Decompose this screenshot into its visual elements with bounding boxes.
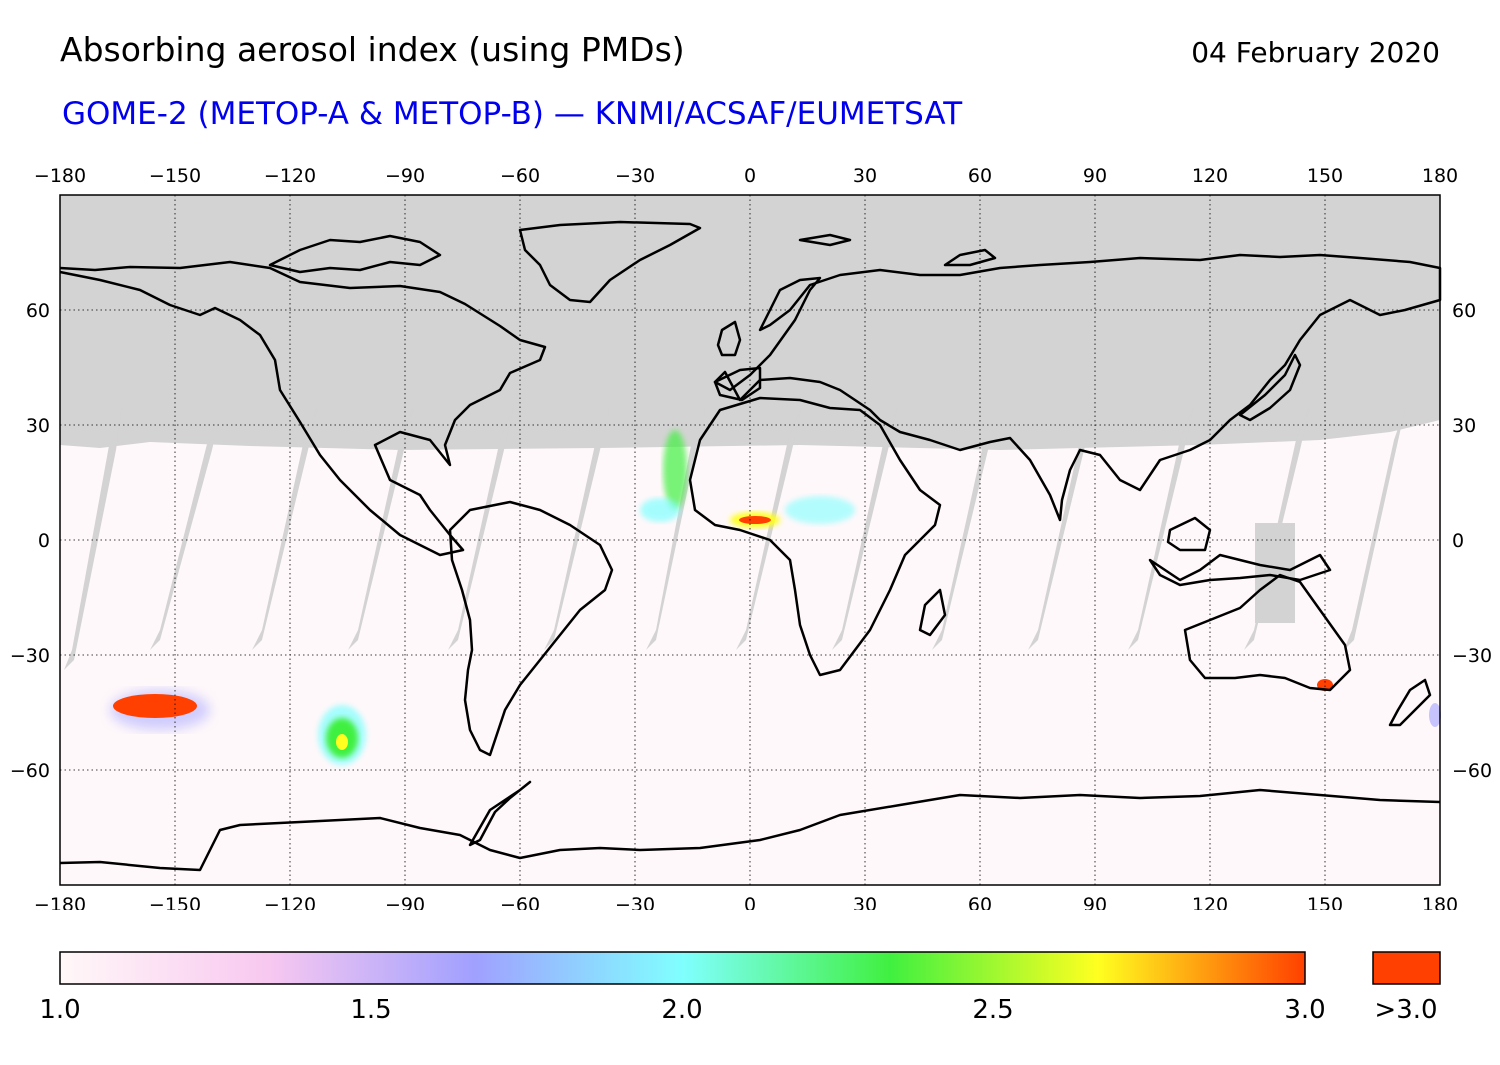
longitude-tick-label: −60 — [500, 894, 540, 910]
latitude-tick-label: 60 — [26, 300, 50, 322]
plume-west-africa — [739, 516, 771, 524]
coast-borneo — [1166, 516, 1212, 552]
aerosol-plumes — [110, 430, 1441, 765]
coastlines — [59, 220, 1442, 872]
coast-eurasia — [713, 253, 1442, 522]
latitude-tick-label: −60 — [10, 760, 50, 782]
latitude-labels-right: 60 30 0 −30 −60 — [1452, 300, 1492, 782]
map-date: 04 February 2020 — [1191, 36, 1440, 69]
longitude-tick-label: 150 — [1307, 894, 1343, 910]
latitude-tick-label: −30 — [10, 645, 50, 667]
longitude-tick-label: 150 — [1307, 165, 1343, 187]
graticule — [60, 195, 1440, 885]
map-frame — [59, 194, 1441, 886]
latitude-labels-left: 60 30 0 −30 −60 — [10, 300, 50, 782]
longitude-tick-label: −60 — [500, 165, 540, 187]
latitude-tick-label: 30 — [26, 415, 50, 437]
longitude-tick-label: 90 — [1083, 165, 1107, 187]
longitude-tick-label: −90 — [385, 165, 425, 187]
longitude-tick-label: 120 — [1192, 165, 1228, 187]
orbit-gap-swaths — [64, 405, 1406, 670]
longitude-tick-label: 90 — [1083, 894, 1107, 910]
coast-greenland — [518, 220, 702, 304]
world-map: −180 −150 −120 −90 −60 −30 0 30 60 90 120 150 180 −1… — [10, 165, 1492, 910]
coast-iberia — [713, 366, 762, 402]
latitude-tick-label: −30 — [1452, 645, 1492, 667]
longitude-tick-label: −90 — [385, 894, 425, 910]
latitude-tick-label: 0 — [38, 530, 50, 552]
longitude-tick-label: −120 — [264, 894, 316, 910]
coast-indonesia — [1148, 553, 1332, 587]
longitude-tick-label: −150 — [149, 165, 201, 187]
colorbar-label-overflow: >3.0 — [1374, 995, 1438, 1025]
coast-japan — [1238, 353, 1302, 422]
longitude-tick-label: 180 — [1422, 894, 1458, 910]
longitude-tick-label: −30 — [615, 894, 655, 910]
colorbar-label-2-5: 2.5 — [972, 995, 1014, 1025]
coast-svalbard — [798, 233, 852, 247]
longitude-tick-label: 0 — [744, 165, 756, 187]
latitude-tick-label: 30 — [1452, 415, 1476, 437]
longitude-tick-label: −150 — [149, 894, 201, 910]
coast-north-america — [59, 260, 547, 557]
longitude-tick-label: −120 — [264, 165, 316, 187]
colorbar-label-1-5: 1.5 — [350, 995, 392, 1025]
colorbar-gradient — [59, 951, 1306, 985]
longitude-tick-label: 0 — [744, 894, 756, 910]
coast-africa — [688, 396, 942, 677]
colorbar-label-2-0: 2.0 — [661, 995, 703, 1025]
coast-madagascar — [918, 588, 947, 637]
coast-new-zealand — [1388, 678, 1432, 727]
colorbar-label-3-0: 3.0 — [1284, 995, 1326, 1025]
longitude-tick-label: 30 — [853, 165, 877, 187]
longitude-tick-label: 180 — [1422, 165, 1458, 187]
coast-south-america — [448, 500, 614, 757]
colorbar-label-1-0: 1.0 — [39, 995, 81, 1025]
colorbar — [59, 951, 1441, 985]
coast-antarctica — [59, 788, 1441, 872]
latitude-tick-label: −60 — [1452, 760, 1492, 782]
longitude-tick-label: 120 — [1192, 894, 1228, 910]
coast-british-isles — [716, 320, 742, 357]
coast-arctic-islands — [268, 234, 442, 274]
longitude-tick-label: 30 — [853, 894, 877, 910]
latitude-tick-label: 0 — [1452, 530, 1464, 552]
longitude-labels-bottom: −180 −150 −120 −90 −60 −30 0 30 60 90 120 150 180 — [34, 894, 1458, 910]
coast-australia — [1183, 573, 1352, 692]
plume-south-pacific-2 — [336, 734, 348, 750]
latitude-tick-label: 60 — [1452, 300, 1476, 322]
map-subtitle: GOME-2 (METOP-A & METOP-B) — KNMI/ACSAF/… — [62, 96, 963, 132]
longitude-tick-label: 60 — [968, 165, 992, 187]
longitude-tick-label: 60 — [968, 894, 992, 910]
longitude-tick-label: −180 — [34, 894, 86, 910]
longitude-labels-top: −180 −150 −120 −90 −60 −30 0 30 60 90 120 150 180 — [34, 165, 1458, 187]
longitude-tick-label: −180 — [34, 165, 86, 187]
longitude-tick-label: −30 — [615, 165, 655, 187]
plume-south-pacific — [113, 694, 197, 718]
coast-novaya-zemlya — [943, 248, 997, 267]
colorbar-overflow-swatch — [1372, 951, 1441, 985]
map-title: Absorbing aerosol index (using PMDs) — [60, 30, 685, 69]
